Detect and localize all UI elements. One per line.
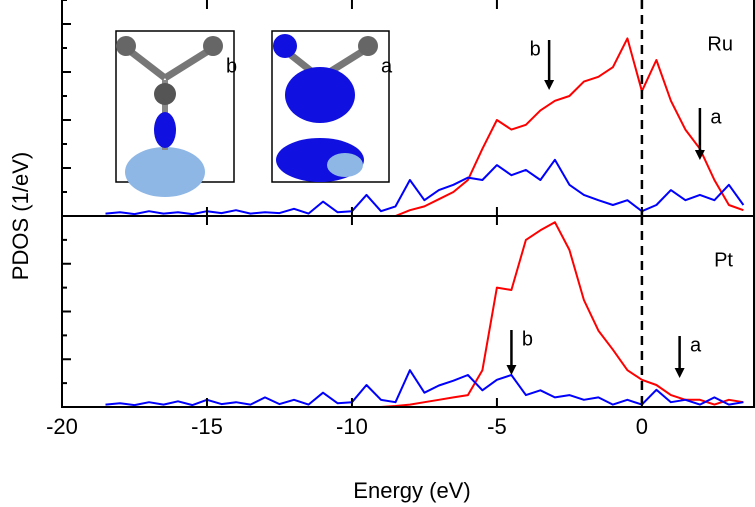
arrow-head bbox=[506, 365, 517, 375]
annotation: b bbox=[530, 38, 541, 60]
panel-label: Pt bbox=[714, 249, 733, 271]
x-tick-label: -5 bbox=[487, 414, 507, 439]
y-axis-label: PDOS (1/eV) bbox=[8, 152, 33, 280]
x-tick-label: -10 bbox=[336, 414, 368, 439]
orbital bbox=[154, 112, 176, 148]
annotation: a bbox=[690, 334, 702, 356]
inset-label: b bbox=[226, 55, 237, 77]
bond bbox=[163, 45, 215, 81]
atom bbox=[154, 83, 176, 105]
series-line bbox=[105, 158, 745, 216]
atom bbox=[203, 36, 223, 56]
series-line bbox=[105, 221, 744, 408]
inset-label: a bbox=[381, 55, 393, 77]
x-axis-label: Energy (eV) bbox=[353, 478, 470, 503]
arrow-head bbox=[544, 80, 555, 90]
inset-b bbox=[115, 30, 235, 197]
orbital bbox=[285, 67, 355, 123]
x-tick-label: -15 bbox=[191, 414, 223, 439]
arrow-head bbox=[694, 150, 705, 160]
atom bbox=[327, 153, 363, 177]
atom bbox=[358, 36, 378, 56]
annotation: b bbox=[522, 328, 533, 350]
inset-a bbox=[271, 30, 390, 183]
atom bbox=[116, 36, 136, 56]
atom bbox=[125, 147, 205, 197]
orbital bbox=[273, 34, 297, 58]
arrow-head bbox=[674, 368, 685, 378]
panel-label: Ru bbox=[707, 33, 733, 55]
axes-frame bbox=[61, 0, 755, 408]
x-tick-label: 0 bbox=[636, 414, 648, 439]
x-tick-label: -20 bbox=[46, 414, 78, 439]
annotation: a bbox=[710, 106, 722, 128]
series-line bbox=[105, 369, 744, 407]
